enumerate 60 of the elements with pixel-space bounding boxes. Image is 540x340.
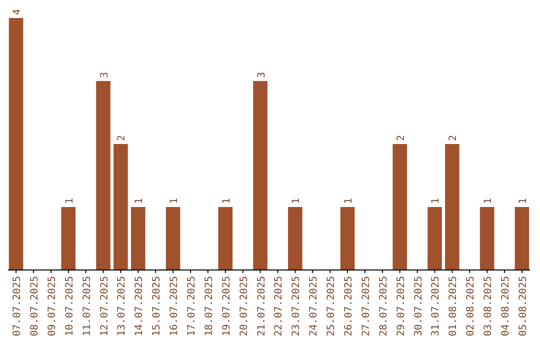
x-tick-label: 12.07.2025: [99, 276, 110, 336]
bar: [166, 207, 180, 270]
data-label: 2: [448, 134, 460, 141]
x-tick-label: 27.07.2025: [360, 276, 372, 336]
data-label: 1: [221, 198, 232, 204]
x-tick-label: 09.07.2025: [46, 276, 58, 336]
x-tick-label: 22.07.2025: [274, 276, 285, 336]
x-tick-label: 08.07.2025: [29, 276, 40, 336]
bar: [253, 81, 268, 270]
bar: [218, 207, 233, 270]
bar: [61, 207, 76, 270]
x-tick-label: 23.07.2025: [291, 276, 302, 336]
data-label: 1: [291, 198, 302, 204]
bar: [428, 207, 442, 270]
bar: [114, 144, 128, 270]
x-tick-label: 16.07.2025: [169, 276, 180, 336]
data-label: 3: [99, 72, 110, 78]
data-label: 1: [430, 198, 442, 204]
x-tick-label: 20.07.2025: [238, 276, 250, 336]
data-label: 3: [256, 72, 268, 78]
bar: [340, 207, 355, 270]
data-label: 2: [396, 134, 407, 141]
x-tick-label: 29.07.2025: [396, 276, 407, 336]
x-tick-label: 02.08.2025: [466, 276, 477, 336]
data-label: 1: [134, 198, 146, 204]
data-label: 4: [12, 8, 24, 15]
x-tick-label: 05.08.2025: [518, 276, 529, 336]
x-tick-label: 13.07.2025: [116, 276, 128, 336]
bar: [96, 81, 110, 270]
bar: [131, 207, 146, 270]
x-tick-label: 28.07.2025: [378, 276, 390, 336]
x-tick-label: 03.08.2025: [483, 276, 494, 336]
data-label: 1: [518, 198, 529, 204]
bar: [514, 207, 530, 270]
x-tick-label: 19.07.2025: [221, 276, 232, 336]
x-tick-label: 01.08.2025: [448, 276, 460, 336]
data-label: 1: [344, 198, 355, 204]
x-tick-label: 18.07.2025: [204, 276, 215, 336]
x-tick-label: 15.07.2025: [152, 276, 163, 336]
x-tick-label: 24.07.2025: [308, 276, 320, 336]
data-label: 1: [169, 198, 180, 204]
bar: [445, 144, 460, 270]
x-tick-label: 10.07.2025: [64, 276, 76, 336]
data-label: 2: [116, 134, 128, 141]
data-label: 1: [483, 198, 494, 204]
x-tick-label: 30.07.2025: [413, 276, 424, 336]
x-tick-label: 31.07.2025: [430, 276, 442, 336]
x-tick-label: 04.08.2025: [500, 276, 512, 336]
bar: [8, 18, 24, 270]
bar: [392, 144, 407, 270]
x-tick-label: 26.07.2025: [344, 276, 355, 336]
x-tick-label: 17.07.2025: [186, 276, 198, 336]
x-tick-label: 14.07.2025: [134, 276, 146, 336]
x-tick-label: 21.07.2025: [256, 276, 268, 336]
bar: [480, 207, 494, 270]
data-label: 1: [64, 198, 76, 204]
bar: [288, 207, 302, 270]
x-tick-label: 07.07.2025: [12, 276, 24, 336]
x-tick-label: 11.07.2025: [82, 276, 93, 336]
x-tick-label: 25.07.2025: [326, 276, 338, 336]
